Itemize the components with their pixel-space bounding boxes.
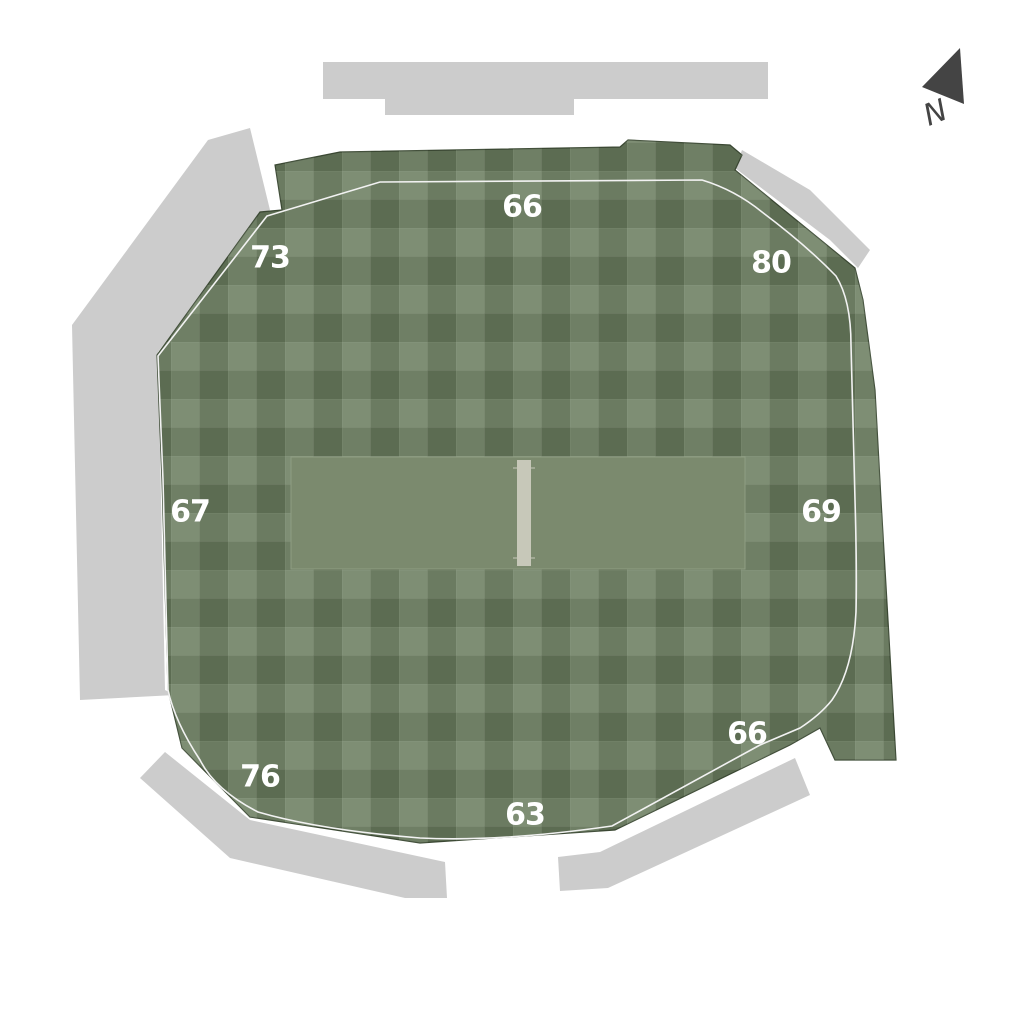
stand-west: [72, 128, 270, 700]
distance-north-east: 80: [751, 246, 791, 281]
stand-north-east: [735, 150, 870, 268]
distance-east: 69: [801, 495, 841, 530]
distance-south-east: 66: [727, 717, 767, 752]
stands: [72, 62, 870, 898]
north-indicator: N: [919, 48, 964, 134]
distance-south: 63: [505, 798, 545, 833]
distance-north-west: 73: [250, 241, 290, 276]
stand-north-lower: [385, 62, 574, 115]
distance-south-west: 76: [240, 760, 280, 795]
boundary-distance-labels: 66 73 80 67 69 66 76 63: [170, 190, 842, 833]
boundary-rope: [157, 179, 858, 840]
distance-north: 66: [502, 190, 542, 225]
north-letter: N: [919, 93, 953, 134]
stand-south-east: [558, 758, 810, 891]
distance-west: 67: [170, 495, 210, 530]
north-arrow-icon: [922, 48, 964, 104]
stand-south-west: [140, 752, 447, 898]
cricket-pitch: [513, 460, 535, 566]
